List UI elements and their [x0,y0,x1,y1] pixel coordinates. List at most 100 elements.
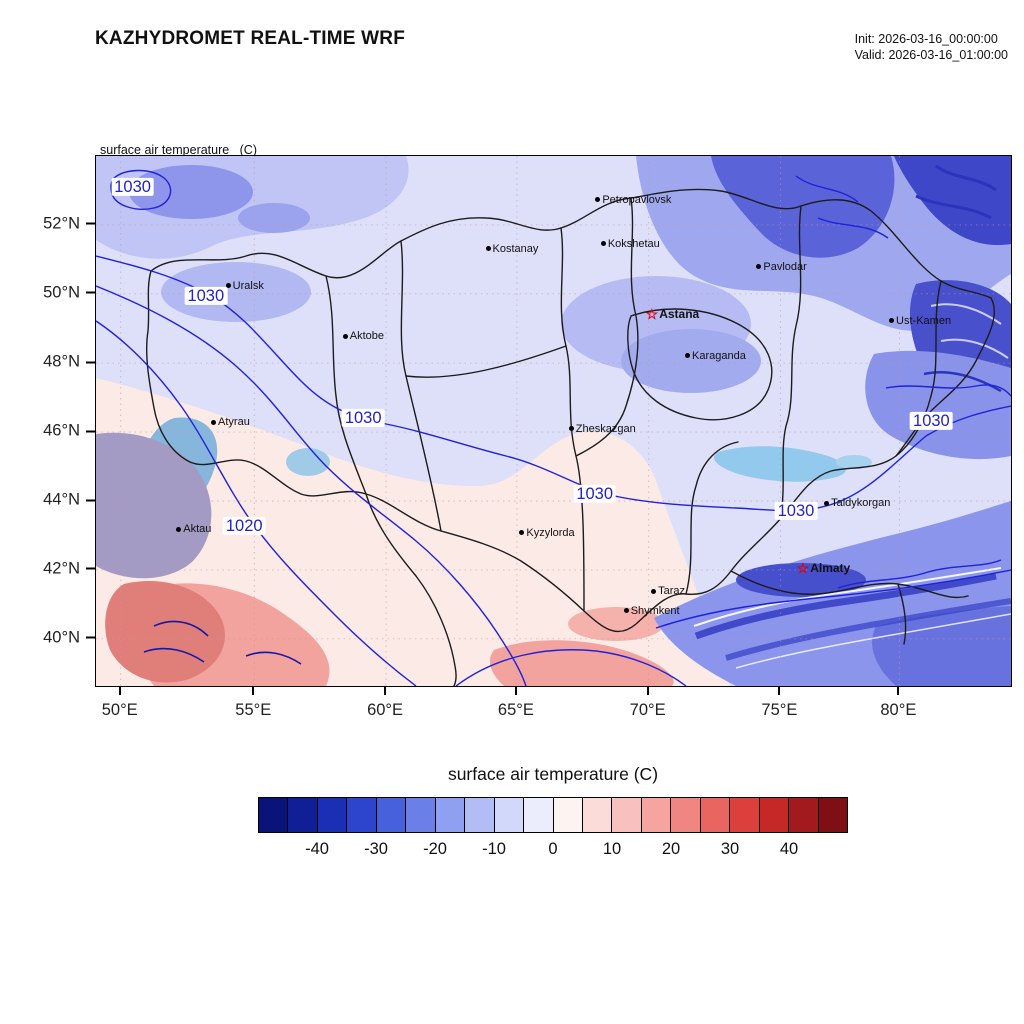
tick-mark [514,686,517,695]
x-tick-label: 55°E [235,701,272,719]
city-taldykorgan: Taldykorgan [824,497,890,509]
city-almaty: ☆ Almaty [797,561,851,575]
city-dot-icon [824,500,830,506]
colorbar-swatch [405,797,436,833]
tick-mark [86,291,95,294]
city-dot-icon [225,283,231,289]
city-kokshetau: Kokshetau [600,237,660,250]
colorbar-swatch [464,797,495,833]
city-dot-icon [756,264,762,270]
y-tick: 42°N [43,559,95,578]
city-dot-icon [595,197,601,203]
y-tick-label: 46°N [43,421,80,440]
tick-mark [86,222,95,225]
city-shymkent: Shymkent [623,604,680,617]
colorbar-swatch [258,797,289,833]
city-label: Almaty [810,560,851,575]
colorbar-tick-label: -20 [423,840,447,858]
city-aktobe: Aktobe [342,330,384,342]
colorbar-swatch [699,797,731,833]
colorbar-tick-label: 20 [661,840,681,858]
valid-time: Valid: 2026-03-16_01:00:00 [854,48,1008,63]
city-dot-icon [600,241,606,247]
y-tick-label: 50°N [43,283,80,302]
y-tick: 48°N [43,353,95,372]
tick-mark [778,686,781,695]
city-label: Kostanay [492,242,539,255]
colorbar-swatch [758,797,790,833]
colorbar-swatch [670,797,701,833]
low-level-contours [143,620,302,665]
city-dot-icon [889,318,895,324]
y-axis: 52°N 50°N 48°N 46°N 44°N 42°N 40°N [0,155,95,685]
x-tick: 65°E [498,686,534,720]
city-dot-icon [342,333,348,339]
city-dot-icon [176,526,182,532]
subtitle-temperature: surface air temperature (C) [100,143,257,157]
city-label: Kokshetau [607,237,660,250]
tick-mark [86,567,95,570]
colorbar-swatch [287,797,318,833]
x-tick: 80°E [880,686,916,720]
city-karaganda: Karaganda [685,350,746,362]
city-dot-icon [651,588,657,594]
city-label: Ust-Kamen [896,314,952,327]
run-times: Init: 2026-03-16_00:00:00 Valid: 2026-03… [855,31,1008,64]
x-tick-label: 65°E [497,701,534,719]
tick-mark [86,499,95,502]
pressure-label: 1030 [111,177,154,196]
pressure-label: 1030 [910,411,953,431]
pressure-label: 1030 [573,485,617,504]
city-kyzylorda: Kyzylorda [519,527,575,539]
y-tick-label: 44°N [43,490,80,509]
city-label: Karaganda [692,349,746,362]
city-ust-kamenogorsk: Ust-Kamen [889,315,951,327]
pressure-label: 1030 [184,286,228,305]
x-tick-label: 50°E [101,701,138,719]
map-art [96,156,1011,686]
colorbar-swatch [581,797,613,833]
y-tick: 46°N [43,422,95,441]
city-label: Uralsk [232,279,264,292]
x-tick: 55°E [235,686,271,720]
tick-mark [118,686,121,695]
city-zheskazgan: Zheskazgan [568,422,636,435]
city-label: Zheskazgan [575,422,636,435]
city-dot-icon [568,426,574,432]
capital-star-icon: ☆ [645,305,659,322]
city-label: Pavlodar [763,260,807,273]
city-dot-icon [519,530,525,536]
colorbar-swatch [611,797,642,833]
city-label: Taraz [658,585,686,598]
colorbar-swatch [346,797,377,833]
city-astana: ☆ Astana [646,307,700,321]
colorbar-swatch [523,797,554,833]
page-title: KAZHYDROMET REAL-TIME WRF [95,28,406,49]
region-borders [145,188,995,686]
y-tick-label: 48°N [43,352,80,371]
colorbar-tick-label: 10 [602,840,622,858]
city-pavlodar: Pavlodar [756,260,807,273]
x-tick-label: 60°E [367,701,404,719]
capital-star-icon: ☆ [796,559,810,576]
city-dot-icon [485,246,491,252]
city-aktau: Aktau [176,523,211,535]
x-tick: 50°E [102,686,138,720]
colorbar-swatch [434,797,466,833]
x-tick-label: 80°E [880,701,917,719]
x-tick: 75°E [761,686,797,720]
colorbar-tick-label: 40 [779,840,799,858]
colorbar-swatches [258,797,849,833]
colorbar-swatch [316,797,348,833]
city-kostanay: Kostanay [485,242,539,255]
colorbar-tick-label: -10 [482,840,506,858]
city-dot-icon [211,419,217,425]
colorbar-tick-label: 0 [548,840,558,858]
colorbar-ticks: -40 -30 -20 -10 0 10 20 30 40 [258,840,848,866]
tick-mark [86,430,95,433]
city-taraz: Taraz [651,585,685,597]
x-tick-label: 70°E [629,701,666,719]
tick-mark [897,686,900,695]
city-label: Shymkent [630,604,680,617]
